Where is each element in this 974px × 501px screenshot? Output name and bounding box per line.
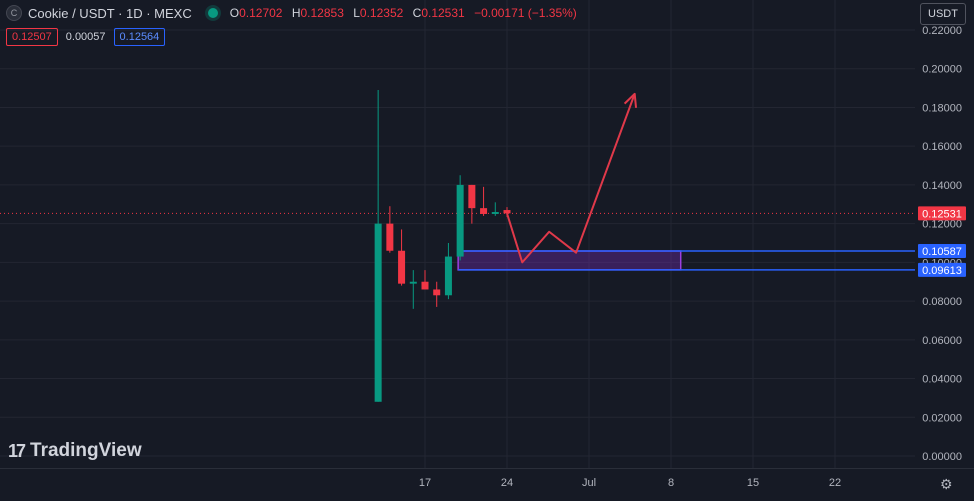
candle-body	[374, 223, 382, 402]
change-value: −0.00171 (−1.35%)	[474, 6, 577, 20]
quote-row: 0.12507 0.00057 0.12564	[6, 28, 166, 46]
price-label-bg	[918, 262, 966, 277]
buy-price-button[interactable]: 0.12564	[113, 28, 166, 46]
candle-body	[433, 289, 441, 296]
y-tick-label: 0.16000	[922, 141, 962, 153]
candle-body	[386, 223, 394, 251]
open-label: O	[229, 6, 240, 20]
low-value: 0.12352	[359, 6, 404, 20]
grid	[0, 0, 974, 469]
price-label: 0.12531	[918, 206, 966, 221]
x-tick-label: 17	[419, 477, 431, 489]
candle	[409, 270, 417, 309]
candle-body	[491, 212, 499, 214]
y-tick-label: 0.12000	[922, 219, 962, 231]
candle-body	[503, 210, 511, 214]
ohlc-readout: O0.12702 H0.12853 L0.12352 C0.12531 −0.0…	[230, 6, 583, 20]
candle-body	[480, 208, 488, 214]
candle	[386, 206, 394, 253]
x-axis: 17 24 Jul 8 15 22	[419, 477, 841, 489]
x-tick-label: 15	[747, 477, 759, 489]
support-zone-layer	[457, 250, 915, 271]
candle-body	[444, 256, 452, 296]
price-label: 0.09613	[918, 262, 966, 277]
candle	[480, 186, 488, 216]
open-value: 0.12702	[239, 6, 283, 20]
y-tick-label: 0.14000	[922, 180, 962, 192]
candle-body	[409, 281, 417, 284]
price-label: 0.10587	[918, 243, 966, 258]
y-tick-label: 0.06000	[922, 335, 962, 347]
settings-gear-icon[interactable]: ⚙	[940, 476, 953, 492]
candle-body	[468, 184, 476, 209]
close-value: 0.12531	[421, 6, 465, 20]
price-label-text: 0.09613	[922, 265, 962, 277]
x-tick-label: 22	[829, 477, 841, 489]
candles-layer	[374, 90, 511, 402]
y-tick-label: 0.18000	[922, 102, 962, 114]
candle	[456, 175, 464, 261]
low-label: L	[353, 6, 360, 20]
coin-icon[interactable]: C	[6, 5, 22, 21]
y-tick-label: 0.08000	[922, 296, 962, 308]
logo-text: TradingView	[30, 440, 142, 461]
sell-price-button[interactable]: 0.12507	[6, 28, 58, 46]
symbol-title[interactable]: Cookie / USDT · 1D · MEXC	[28, 5, 192, 21]
price-labels-layer: 0.12531 0.10587 0.09613	[918, 206, 966, 277]
support-zone	[457, 250, 682, 271]
candle	[421, 270, 429, 290]
y-tick-label: 0.20000	[922, 64, 962, 76]
projection-line	[506, 93, 636, 264]
candle	[468, 184, 476, 224]
candle	[491, 202, 499, 216]
price-label-bg	[918, 206, 966, 221]
close-label: C	[412, 6, 422, 20]
candle-body	[456, 184, 464, 257]
y-tick-label: 0.02000	[922, 412, 962, 424]
tradingview-logo[interactable]: 17 TradingView	[8, 440, 142, 462]
y-tick-label: 0.00000	[922, 451, 962, 463]
price-label-bg	[918, 243, 966, 258]
price-label-text: 0.10587	[922, 246, 962, 258]
currency-button[interactable]: USDT	[920, 3, 966, 25]
price-label-text: 0.12531	[922, 208, 962, 220]
candle-body	[421, 281, 429, 290]
y-tick-label: 0.22000	[922, 25, 962, 37]
candle-body	[398, 250, 406, 284]
y-axis: 0.22000 0.20000 0.18000 0.16000 0.14000 0.120…	[922, 25, 962, 463]
x-tick-label: Jul	[582, 477, 596, 489]
x-tick-label: 8	[668, 477, 674, 489]
high-value: 0.12853	[300, 6, 344, 20]
y-tick-label: 0.04000	[922, 374, 962, 386]
x-tick-label: 24	[501, 477, 513, 489]
tradingview-logo-icon: 17	[8, 440, 26, 461]
candle	[374, 90, 382, 402]
high-label: H	[291, 6, 301, 20]
candle	[433, 281, 441, 307]
market-status-icon	[207, 8, 218, 18]
candle	[398, 229, 406, 286]
arrow-head	[623, 92, 638, 108]
projection-layer	[506, 92, 638, 264]
candle	[444, 243, 452, 300]
spread-value: 0.00057	[65, 31, 106, 43]
chart-header: C Cookie / USDT · 1D · MEXC O0.12702 H0.…	[6, 5, 583, 21]
